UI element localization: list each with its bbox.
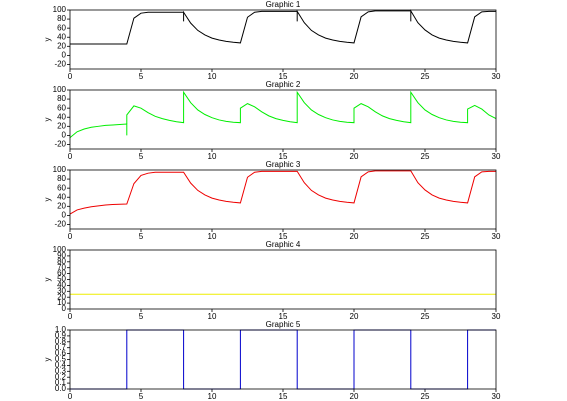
y-tick-label: 80 xyxy=(57,174,66,183)
x-tick-label: 25 xyxy=(421,312,430,321)
y-tick-label: 60 xyxy=(57,103,66,112)
y-tick-label: 20 xyxy=(57,201,66,210)
y-tick-label: -20 xyxy=(54,60,66,69)
x-tick-label: 0 xyxy=(68,312,73,321)
x-tick-label: 10 xyxy=(208,312,217,321)
chart-title: Graphic 5 xyxy=(266,320,301,329)
x-tick-label: 30 xyxy=(492,392,501,401)
x-tick-label: 25 xyxy=(421,152,430,161)
y-tick-label: 0.5 xyxy=(55,355,67,364)
x-tick-label: 0 xyxy=(68,152,73,161)
x-tick-label: 20 xyxy=(350,232,359,241)
y-tick-label: 0 xyxy=(62,304,67,313)
y-tick-label: 20 xyxy=(57,121,66,130)
y-tick-label: 40 xyxy=(57,281,66,290)
data-line xyxy=(69,170,496,215)
y-tick-label: 60 xyxy=(57,183,66,192)
x-tick-label: 5 xyxy=(139,232,144,241)
y-tick-label: 0 xyxy=(62,130,67,139)
y-tick-label: 0.9 xyxy=(55,331,67,340)
x-tick-label: 0 xyxy=(68,392,73,401)
y-tick-label: 60 xyxy=(57,23,66,32)
y-axis-label: y xyxy=(43,118,52,122)
chart-title: Graphic 4 xyxy=(266,240,301,249)
x-tick-label: 10 xyxy=(208,152,217,161)
x-tick-label: 5 xyxy=(139,312,144,321)
x-tick-label: 15 xyxy=(279,152,288,161)
x-tick-label: 5 xyxy=(139,392,144,401)
x-tick-label: 20 xyxy=(350,152,359,161)
y-tick-label: 40 xyxy=(57,32,66,41)
x-tick-label: 30 xyxy=(492,72,501,81)
chart-title: Graphic 3 xyxy=(266,160,301,169)
x-tick-label: 15 xyxy=(279,392,288,401)
x-tick-label: 15 xyxy=(279,72,288,81)
y-tick-label: 10 xyxy=(57,298,66,307)
x-tick-label: 30 xyxy=(492,232,501,241)
y-tick-label: 90 xyxy=(57,251,66,260)
x-tick-label: 10 xyxy=(208,72,217,81)
y-tick-label: 40 xyxy=(57,112,66,121)
x-tick-label: 15 xyxy=(279,232,288,241)
y-tick-label: 20 xyxy=(57,292,66,301)
y-tick-label: 100 xyxy=(53,5,67,14)
plot-frame xyxy=(69,249,497,310)
y-tick-label: 40 xyxy=(57,192,66,201)
y-tick-label: 0 xyxy=(62,210,67,219)
y-axis-label: y xyxy=(43,38,52,42)
x-tick-label: 20 xyxy=(350,392,359,401)
y-axis-label: y xyxy=(43,358,52,362)
y-tick-label: 0.0 xyxy=(55,384,67,393)
data-line xyxy=(70,9,496,45)
y-tick-label: 80 xyxy=(57,257,66,266)
x-tick-label: 10 xyxy=(208,232,217,241)
chart-title: Graphic 2 xyxy=(266,80,301,89)
y-tick-label: -20 xyxy=(54,140,66,149)
x-tick-label: 10 xyxy=(208,392,217,401)
plot-frame xyxy=(69,89,497,150)
x-tick-label: 25 xyxy=(421,392,430,401)
y-tick-label: 30 xyxy=(57,286,66,295)
x-tick-label: 20 xyxy=(350,312,359,321)
y-tick-label: 80 xyxy=(57,14,66,23)
y-tick-label: 50 xyxy=(57,275,66,284)
y-tick-label: 0 xyxy=(62,50,67,59)
x-tick-label: 5 xyxy=(139,72,144,81)
x-tick-label: 30 xyxy=(492,152,501,161)
x-tick-label: 25 xyxy=(421,72,430,81)
y-tick-label: 0.8 xyxy=(55,337,67,346)
x-tick-label: 0 xyxy=(68,232,73,241)
y-tick-label: 20 xyxy=(57,41,66,50)
y-tick-label: 80 xyxy=(57,94,66,103)
y-tick-label: 1.0 xyxy=(55,325,67,334)
x-tick-label: 20 xyxy=(350,72,359,81)
x-tick-label: 30 xyxy=(492,312,501,321)
x-tick-label: 15 xyxy=(279,312,288,321)
y-tick-label: 0.1 xyxy=(55,378,67,387)
plot-frame xyxy=(69,9,497,70)
y-tick-label: 70 xyxy=(57,263,66,272)
y-tick-label: 100 xyxy=(53,245,67,254)
y-axis-label: y xyxy=(43,278,52,282)
y-tick-label: 0.7 xyxy=(55,343,67,352)
x-tick-label: 25 xyxy=(421,232,430,241)
y-axis-label: y xyxy=(43,198,52,202)
y-tick-label: 0.2 xyxy=(55,372,67,381)
plot-frame xyxy=(69,329,497,390)
y-tick-label: 0.3 xyxy=(55,366,67,375)
y-tick-label: 0.4 xyxy=(55,361,67,370)
data-line xyxy=(70,329,496,390)
plot-frame xyxy=(69,169,497,230)
chart-title: Graphic 1 xyxy=(266,0,301,9)
y-tick-label: 100 xyxy=(53,165,67,174)
x-tick-label: 0 xyxy=(68,72,73,81)
y-tick-label: 60 xyxy=(57,269,66,278)
data-line xyxy=(69,90,497,139)
y-tick-label: 0.6 xyxy=(55,349,67,358)
x-tick-label: 5 xyxy=(139,152,144,161)
y-tick-label: -20 xyxy=(54,220,66,229)
y-tick-label: 100 xyxy=(53,85,67,94)
